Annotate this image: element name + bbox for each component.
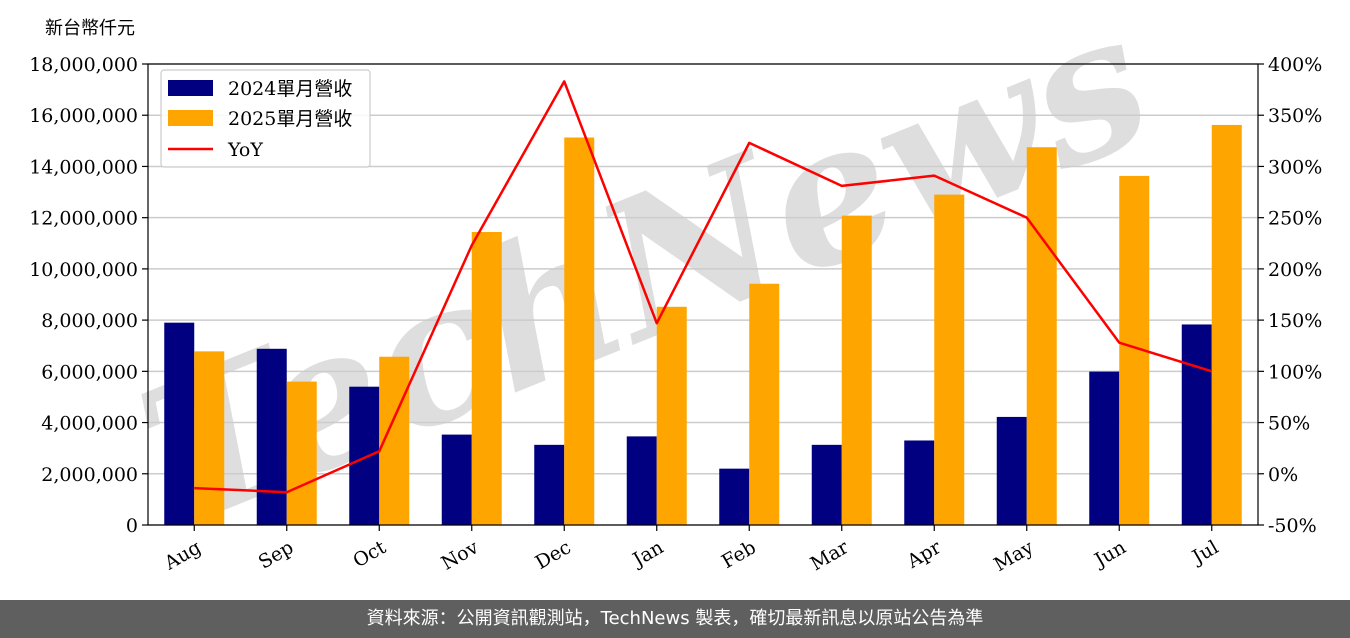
bar-2025 — [749, 283, 780, 525]
bar-2024 — [626, 436, 657, 525]
bar-2025 — [1026, 147, 1057, 525]
legend-box — [160, 69, 371, 168]
bar-2025 — [194, 351, 225, 525]
left-tick-label: 18,000,000 — [29, 54, 138, 76]
bar-2024 — [349, 386, 380, 525]
left-tick-label: 10,000,000 — [29, 259, 138, 281]
legend-label: 2024單月營收 — [228, 78, 352, 100]
x-tick-label: May — [990, 536, 1037, 576]
legend-label: 2025單月營收 — [228, 108, 352, 130]
right-tick-label: 150% — [1268, 310, 1322, 332]
right-tick-label: 0% — [1268, 464, 1298, 486]
bar-2024 — [164, 322, 195, 525]
bar-2024 — [256, 348, 287, 525]
revenue-chart: TechNews 02,000,0004,000,0006,000,0008,0… — [29, 0, 1322, 576]
left-tick-label: 0 — [126, 515, 138, 537]
left-tick-label: 14,000,000 — [29, 156, 138, 178]
x-tick-label: Oct — [349, 536, 390, 572]
left-tick-label: 2,000,000 — [41, 464, 138, 486]
yoy-line-layer — [194, 80, 1213, 494]
legend: 2024單月營收 2025單月營收 YoY — [160, 69, 371, 168]
bar-2025 — [656, 306, 687, 525]
left-tick-label: 12,000,000 — [29, 208, 138, 230]
x-tick-label: Mar — [807, 536, 853, 575]
bar-2025 — [934, 194, 965, 525]
bar-2024 — [904, 440, 935, 525]
bar-2024 — [811, 444, 842, 525]
x-tick-label: Jun — [1089, 536, 1130, 572]
bars — [164, 124, 1242, 526]
bar-2024 — [1181, 324, 1212, 525]
left-tick-label: 8,000,000 — [41, 310, 138, 332]
x-tick-label: Feb — [718, 536, 760, 573]
bar-2025 — [471, 232, 502, 525]
legend-swatch — [168, 80, 213, 96]
legend-swatch — [168, 110, 213, 126]
right-tick-label: 200% — [1268, 259, 1322, 281]
x-axis: Aug Sep Oct Nov Dec Jan Feb Mar Apr May Jun Jul — [160, 525, 1222, 576]
right-tick-label: 400% — [1268, 54, 1322, 76]
legend-label: YoY — [227, 139, 263, 161]
x-tick-label: Apr — [903, 536, 946, 573]
source-footer: 資料來源：公開資訊觀測站，TechNews 製表，確切最新訊息以原站公告為準 — [0, 600, 1350, 638]
plot-frame — [147, 63, 1259, 526]
bar-2025 — [1211, 124, 1242, 526]
left-tick-label: 16,000,000 — [29, 105, 138, 127]
left-tick-label: 4,000,000 — [41, 413, 138, 435]
left-y-axis: 0 2,000,000 4,000,000 6,000,000 8,000,000 10,… — [29, 54, 148, 537]
yoy-line — [194, 80, 1213, 494]
bar-2025 — [841, 215, 872, 525]
bar-2024 — [1089, 371, 1120, 525]
right-tick-label: 350% — [1268, 105, 1322, 127]
bar-2024 — [534, 444, 565, 525]
x-tick-label: Jul — [1187, 536, 1222, 569]
bar-2025 — [286, 381, 317, 525]
right-tick-label: 100% — [1268, 361, 1322, 383]
bar-2024 — [996, 416, 1027, 525]
x-tick-label: Dec — [532, 536, 575, 574]
right-tick-label: -50% — [1268, 515, 1317, 537]
y-axis-unit-label: 新台幣仟元 — [45, 18, 135, 39]
right-tick-label: 50% — [1268, 413, 1310, 435]
x-tick-label: Nov — [438, 536, 483, 575]
left-tick-label: 6,000,000 — [41, 361, 138, 383]
bar-2024 — [719, 468, 750, 525]
bar-2024 — [441, 434, 472, 525]
x-tick-label: Jan — [628, 536, 668, 572]
right-y-axis: -50% 0% 50% 100% 150% 200% 250% 300% 350% 400% — [1258, 54, 1322, 537]
right-tick-label: 300% — [1268, 156, 1322, 178]
right-tick-label: 250% — [1268, 208, 1322, 230]
bar-2025 — [564, 137, 595, 525]
